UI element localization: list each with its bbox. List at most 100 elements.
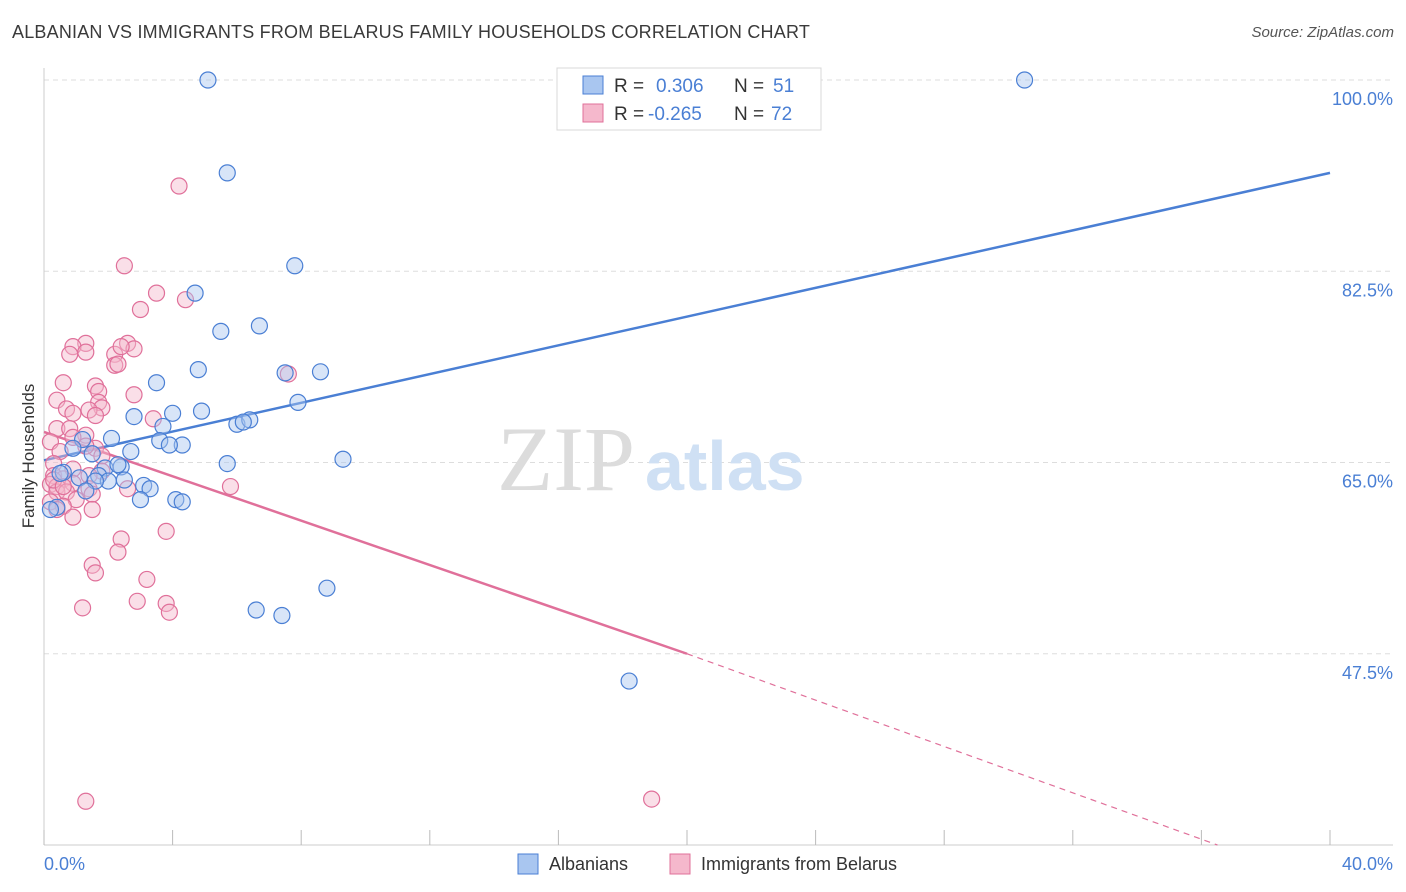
- stats-r-label-blue: R =: [614, 76, 644, 97]
- source-label: Source: ZipAtlas.com: [1251, 24, 1394, 41]
- belarus-point: [61, 345, 79, 363]
- belarus-point: [125, 340, 143, 358]
- albanian-point: [109, 456, 127, 474]
- trend-line-albanians: [43, 171, 1331, 462]
- albanian-point: [154, 417, 172, 436]
- albanian-point: [48, 498, 66, 516]
- belarus-point: [112, 338, 130, 356]
- belarus-point: [157, 594, 175, 613]
- trend-line-belarus-extrapolated: [686, 653, 1218, 846]
- belarus-point: [73, 599, 92, 617]
- albanian-point: [212, 322, 230, 340]
- stats-swatch-pink: [582, 103, 604, 123]
- albanian-point: [160, 436, 178, 454]
- albanian-point: [164, 404, 182, 422]
- belarus-point: [109, 543, 127, 561]
- albanian-point: [250, 317, 269, 335]
- belarus-point: [147, 284, 166, 302]
- stats-r-value-pink: -0.265: [648, 104, 702, 125]
- series-belarus-points: [41, 177, 661, 810]
- chart-title: ALBANIAN VS IMMIGRANTS FROM BELARUS FAMI…: [12, 22, 811, 42]
- bottom-legend: Albanians Immigrants from Belarus: [517, 853, 897, 875]
- albanian-point: [218, 164, 236, 182]
- albanian-point: [167, 491, 185, 509]
- albanian-point: [273, 606, 291, 625]
- stats-legend: R = 0.306 N = 51 R = -0.265 N = 72: [556, 67, 822, 131]
- belarus-point: [118, 480, 137, 498]
- series-albanians-points: [41, 71, 1034, 690]
- legend-swatch-albanians[interactable]: [517, 853, 539, 875]
- albanian-point: [151, 432, 169, 450]
- albanian-point: [318, 579, 336, 597]
- legend-swatch-belarus[interactable]: [669, 853, 691, 875]
- albanian-point: [189, 361, 207, 379]
- y-tick-label: 65.0%: [1342, 472, 1393, 492]
- albanian-point: [90, 467, 108, 485]
- albanian-point: [186, 284, 204, 302]
- stats-swatch-blue: [582, 75, 604, 95]
- albanian-point: [102, 429, 121, 448]
- belarus-point: [54, 477, 72, 496]
- albanian-point: [83, 445, 101, 463]
- belarus-point: [131, 300, 150, 319]
- albanian-point: [311, 363, 330, 381]
- belarus-point: [170, 177, 188, 195]
- belarus-point: [160, 603, 178, 621]
- belarus-point: [86, 406, 105, 425]
- belarus-point: [125, 386, 143, 404]
- belarus-point: [77, 792, 95, 810]
- albanian-point: [334, 450, 352, 468]
- albanian-point: [1015, 71, 1034, 89]
- albanian-point: [199, 71, 217, 89]
- belarus-point: [61, 420, 79, 438]
- watermark-atlas: atlas: [645, 427, 805, 505]
- belarus-point: [86, 377, 105, 395]
- belarus-point: [83, 500, 101, 519]
- belarus-point: [112, 530, 130, 548]
- legend-label-belarus: Immigrants from Belarus: [701, 854, 897, 874]
- albanian-point: [173, 436, 191, 454]
- belarus-point: [45, 467, 63, 485]
- belarus-point: [643, 790, 661, 808]
- belarus-point: [48, 391, 66, 409]
- belarus-point: [54, 374, 72, 392]
- albanian-point: [131, 491, 150, 509]
- albanian-point: [77, 482, 95, 500]
- belarus-point: [128, 592, 146, 610]
- trend-lines: [43, 171, 1331, 846]
- albanian-point: [241, 411, 259, 429]
- axes: [43, 68, 1393, 846]
- albanian-point: [276, 364, 294, 382]
- albanian-point: [620, 672, 638, 690]
- stats-n-label-blue: N =: [734, 76, 764, 97]
- belarus-point: [64, 508, 82, 526]
- albanian-point: [218, 454, 236, 473]
- x-tick-label-max: 40.0%: [1342, 854, 1393, 874]
- albanian-point: [234, 413, 252, 431]
- belarus-point: [86, 564, 105, 582]
- albanian-point: [286, 257, 304, 275]
- albanian-point: [228, 415, 246, 433]
- albanian-point: [192, 402, 211, 420]
- albanian-point: [115, 471, 133, 489]
- stats-n-value-pink: 72: [771, 104, 792, 125]
- stats-r-label-pink: R =: [614, 104, 644, 125]
- albanian-point: [64, 439, 82, 457]
- belarus-point: [77, 334, 95, 352]
- albanian-point: [51, 464, 69, 483]
- albanian-point: [289, 393, 307, 411]
- x-tick-label-min: 0.0%: [44, 854, 85, 874]
- y-tick-label: 47.5%: [1342, 663, 1393, 683]
- albanian-point: [73, 430, 92, 449]
- gridlines: 47.5% 65.0% 82.5% 100.0%: [44, 79, 1393, 683]
- watermark: ZIP atlas: [497, 408, 805, 510]
- belarus-point: [221, 477, 240, 496]
- belarus-point: [157, 522, 175, 540]
- trend-line-belarus: [43, 430, 688, 655]
- belarus-point: [77, 343, 95, 361]
- albanian-point: [173, 493, 191, 511]
- belarus-point: [64, 404, 82, 422]
- legend-label-albanians: Albanians: [549, 854, 628, 874]
- albanian-point: [147, 374, 166, 392]
